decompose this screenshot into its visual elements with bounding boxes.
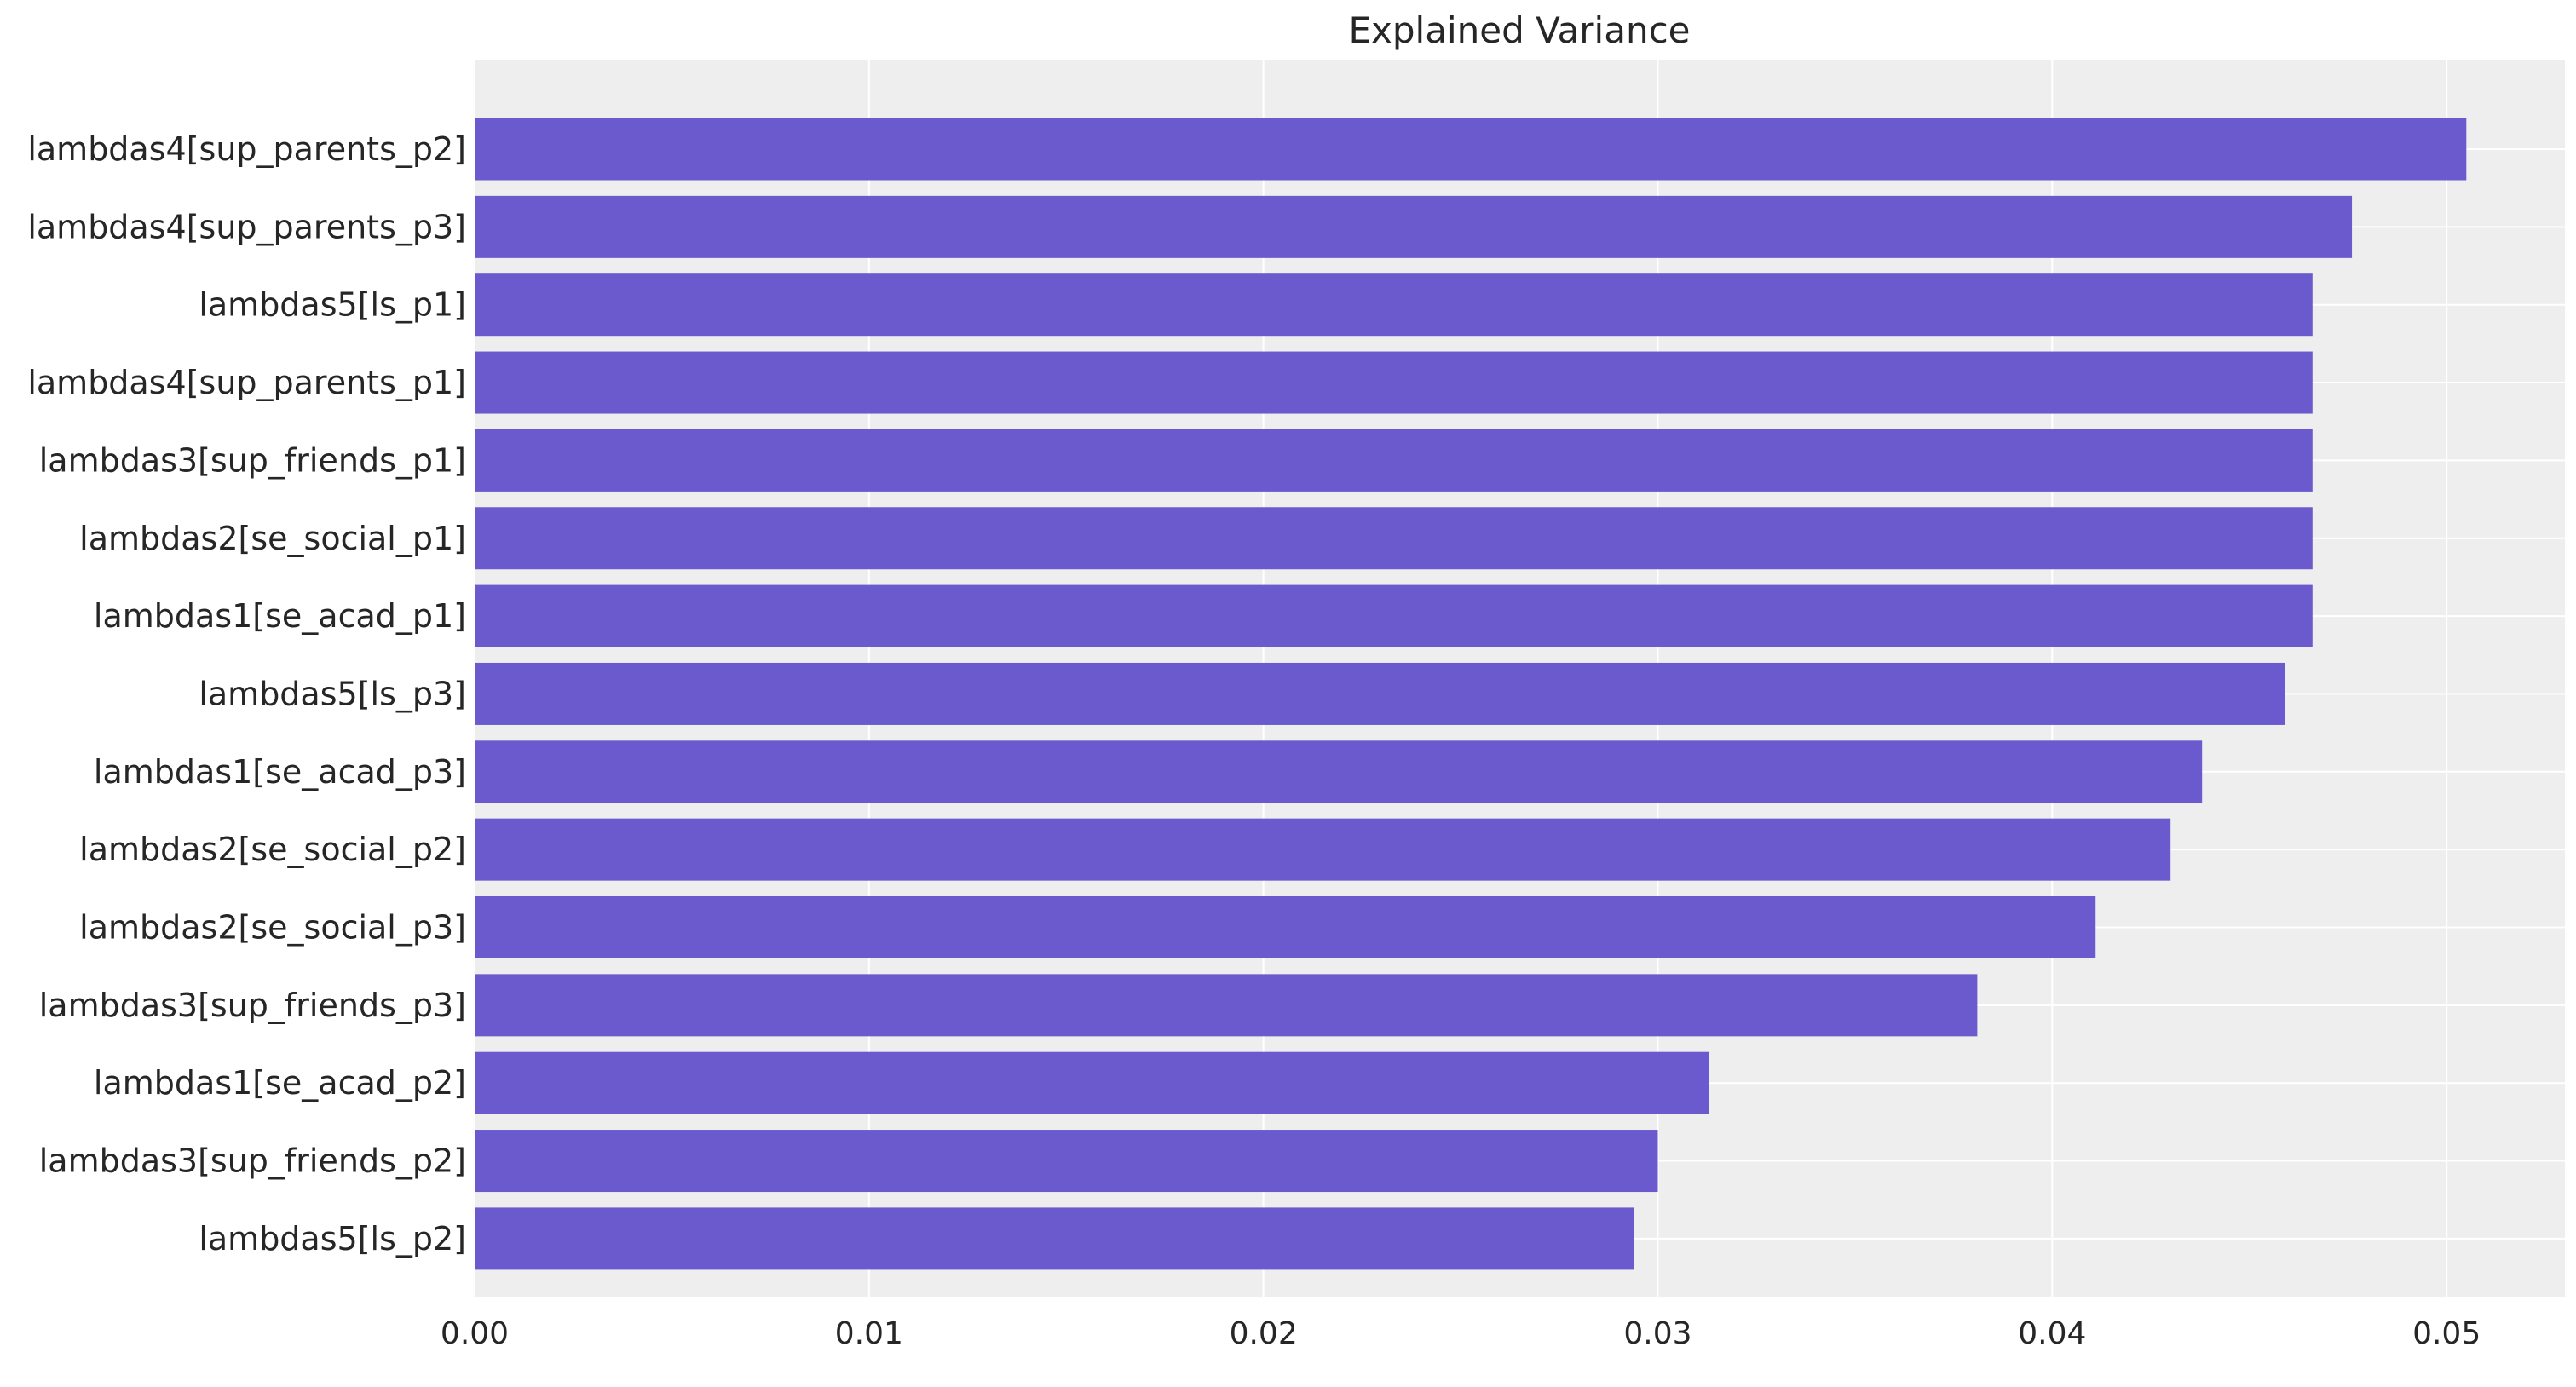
bar: [475, 1051, 1709, 1114]
category-label: lambdas4[sup_parents_p2]: [27, 130, 466, 168]
category-label: lambdas4[sup_parents_p1]: [27, 364, 466, 401]
bars: [475, 118, 2467, 1270]
bar: [475, 818, 2171, 881]
category-label: lambdas1[se_acad_p3]: [94, 753, 466, 791]
category-label: lambdas3[sup_friends_p3]: [39, 987, 466, 1024]
x-tick-label: 0.05: [2412, 1316, 2481, 1351]
bar: [475, 195, 2353, 258]
bar: [475, 662, 2285, 725]
bar: [475, 507, 2313, 570]
category-label: lambdas5[ls_p1]: [199, 286, 466, 324]
bar: [475, 429, 2313, 492]
category-label: lambdas4[sup_parents_p3]: [27, 208, 466, 245]
x-tick-label: 0.04: [2018, 1316, 2086, 1351]
category-label: lambdas3[sup_friends_p1]: [39, 441, 466, 479]
category-label: lambdas1[se_acad_p1]: [94, 597, 466, 635]
bar: [475, 1207, 1634, 1270]
category-label: lambdas2[se_social_p3]: [79, 909, 466, 947]
x-tick-label: 0.03: [1623, 1316, 1691, 1351]
x-tick-label: 0.01: [835, 1316, 903, 1351]
category-labels: lambdas4[sup_parents_p2] lambdas4[sup_par…: [27, 130, 466, 1258]
category-label: lambdas2[se_social_p1]: [79, 520, 466, 557]
bar: [475, 1130, 1658, 1193]
bar: [475, 351, 2313, 414]
bar: [475, 974, 1978, 1037]
category-label: lambdas1[se_acad_p2]: [94, 1064, 466, 1102]
category-label: lambdas3[sup_friends_p2]: [39, 1142, 466, 1180]
category-label: lambdas5[ls_p3]: [199, 675, 466, 712]
bar: [475, 896, 2096, 958]
x-tick-labels: 0.00 0.01 0.02 0.03 0.04 0.05: [441, 1316, 2481, 1351]
x-tick-label: 0.02: [1230, 1316, 1298, 1351]
bar: [475, 584, 2313, 647]
x-tick-label: 0.00: [441, 1316, 509, 1351]
chart-title: Explained Variance: [1348, 9, 1690, 51]
category-label: lambdas5[ls_p2]: [199, 1220, 466, 1258]
bar: [475, 273, 2313, 337]
bar: [475, 118, 2467, 181]
bar: [475, 740, 2203, 803]
category-label: lambdas2[se_social_p2]: [79, 831, 466, 868]
